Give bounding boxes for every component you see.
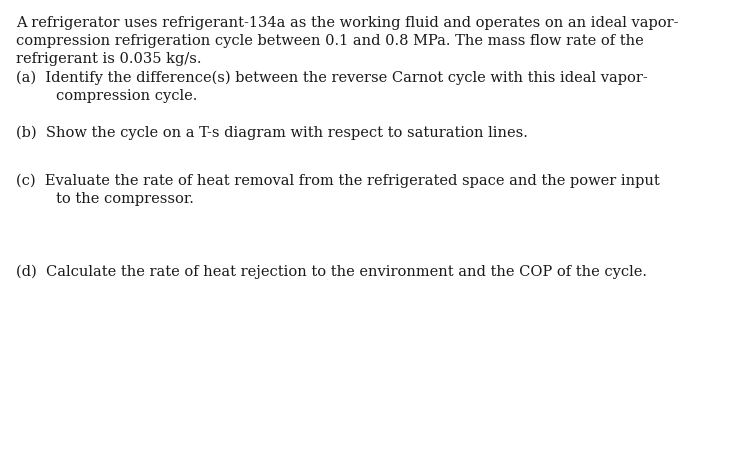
- Text: A refrigerator uses refrigerant-134a as the working fluid and operates on an ide: A refrigerator uses refrigerant-134a as …: [16, 16, 679, 30]
- Text: (c)  Evaluate the rate of heat removal from the refrigerated space and the power: (c) Evaluate the rate of heat removal fr…: [16, 174, 660, 188]
- Text: refrigerant is 0.035 kg/s.: refrigerant is 0.035 kg/s.: [16, 52, 202, 66]
- Text: compression refrigeration cycle between 0.1 and 0.8 MPa. The mass flow rate of t: compression refrigeration cycle between …: [16, 34, 644, 48]
- Text: (b)  Show the cycle on a T-s diagram with respect to saturation lines.: (b) Show the cycle on a T-s diagram with…: [16, 125, 528, 140]
- Text: compression cycle.: compression cycle.: [56, 89, 198, 103]
- Text: to the compressor.: to the compressor.: [56, 192, 194, 206]
- Text: (a)  Identify the difference(s) between the reverse Carnot cycle with this ideal: (a) Identify the difference(s) between t…: [16, 71, 648, 85]
- Text: (d)  Calculate the rate of heat rejection to the environment and the COP of the : (d) Calculate the rate of heat rejection…: [16, 265, 648, 279]
